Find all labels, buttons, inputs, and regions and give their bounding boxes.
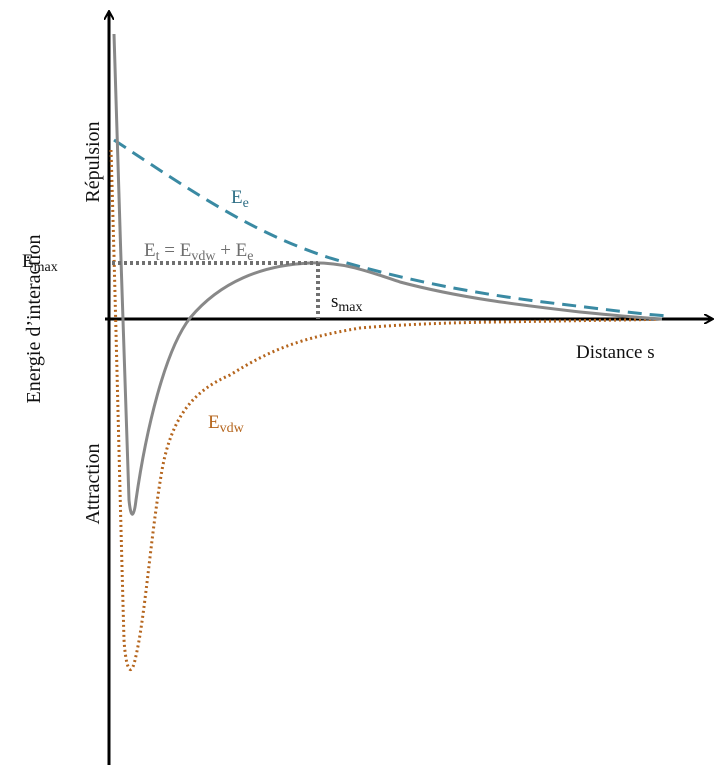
electrostatic-curve	[113, 138, 669, 318]
total-energy-curve	[112, 33, 663, 516]
attraction-label: Attraction	[82, 443, 104, 524]
electrostatic-label: Ee	[231, 187, 249, 211]
x-axis-title: Distance s	[576, 342, 655, 363]
total-energy-label: Et = Evdw + Ee	[144, 240, 254, 264]
emax-label: Emax	[22, 251, 58, 275]
repulsion-label: Répulsion	[82, 121, 104, 202]
vdw-label: Evdw	[208, 412, 245, 436]
smax-label: smax	[331, 291, 363, 315]
vdw-curve	[109, 149, 663, 671]
y-axis-title: Energie d’interaction	[23, 234, 45, 403]
